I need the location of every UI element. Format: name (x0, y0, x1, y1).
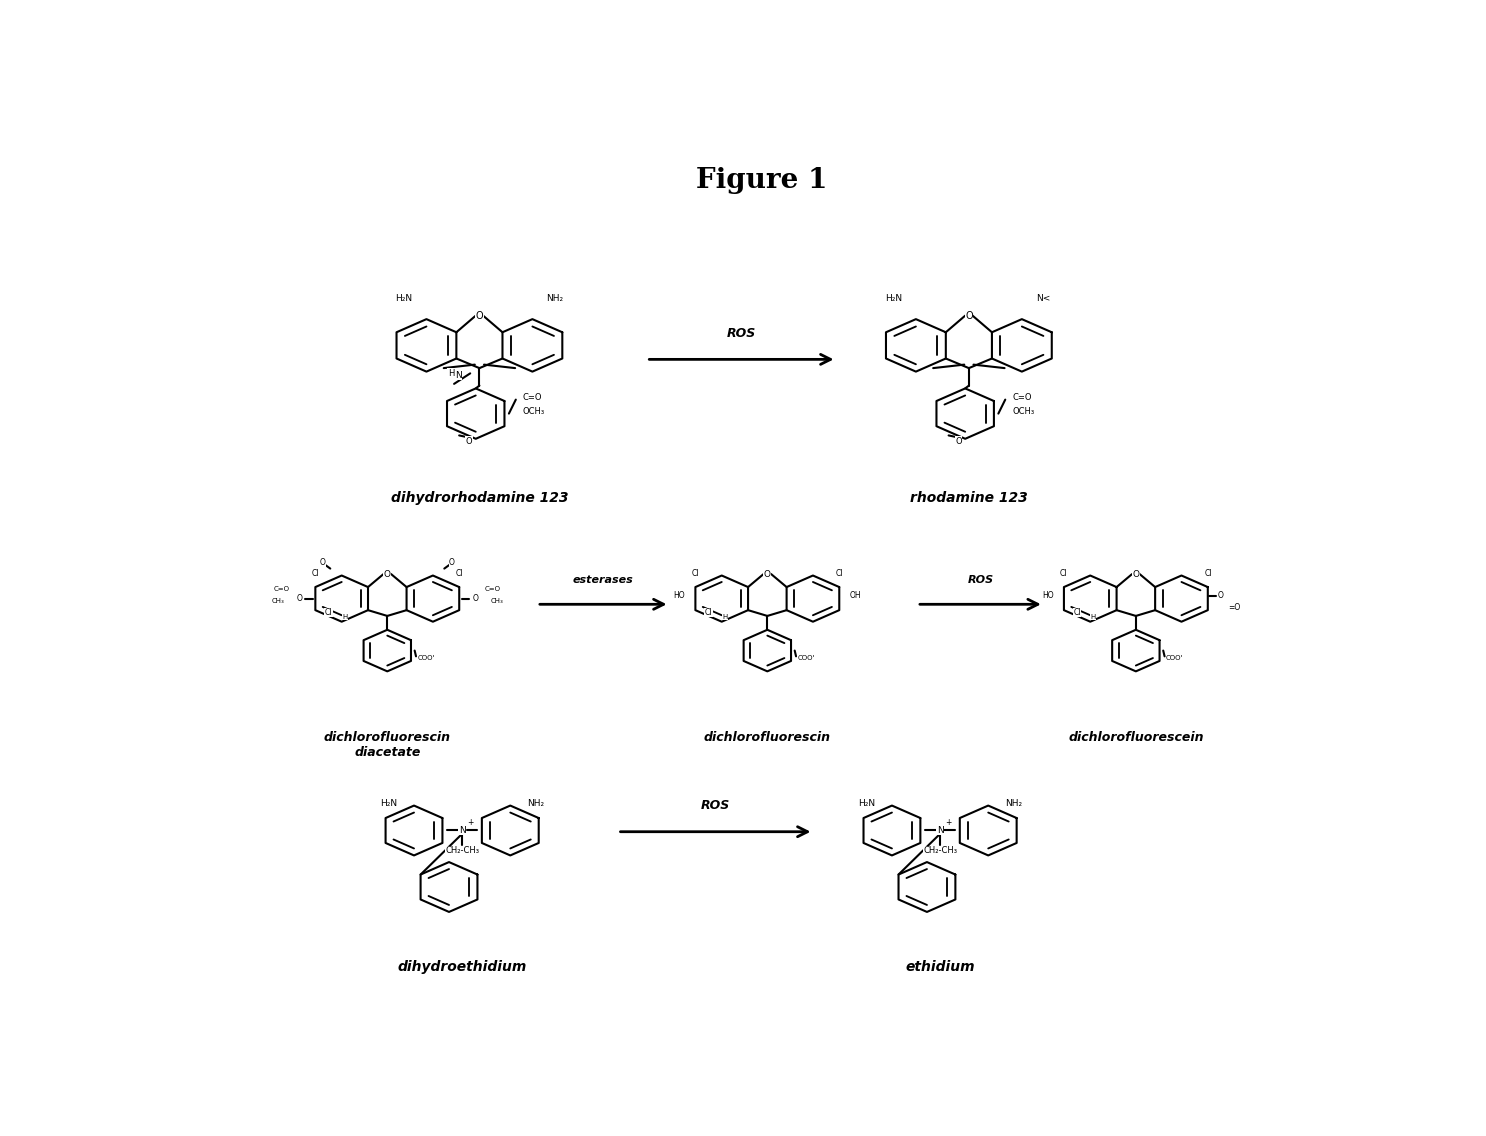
Text: CH₃: CH₃ (490, 599, 504, 604)
Text: dichlorofluorescin: dichlorofluorescin (704, 732, 831, 744)
Text: O: O (319, 558, 325, 567)
Text: Cl: Cl (835, 569, 843, 578)
Text: OH: OH (850, 591, 860, 600)
Text: H: H (722, 615, 728, 620)
Text: +: + (945, 818, 951, 827)
Text: ethidium: ethidium (905, 960, 975, 975)
Text: H₂N: H₂N (380, 799, 398, 808)
Text: H₂N: H₂N (859, 799, 875, 808)
Text: ROS: ROS (701, 800, 730, 812)
Text: HO: HO (673, 591, 685, 600)
Text: Figure 1: Figure 1 (695, 167, 828, 194)
Text: CH₂-CH₃: CH₂-CH₃ (446, 846, 478, 855)
Text: O: O (296, 594, 302, 603)
Text: COO': COO' (418, 654, 435, 661)
Text: Cl: Cl (312, 569, 319, 578)
Text: dihydrorhodamine 123: dihydrorhodamine 123 (391, 491, 568, 504)
Text: H: H (342, 615, 348, 620)
Text: C=O: C=O (273, 585, 290, 592)
Text: O: O (473, 594, 478, 603)
Text: H₂N: H₂N (395, 294, 413, 303)
Text: dihydroethidium: dihydroethidium (397, 960, 528, 975)
Text: Cl: Cl (324, 608, 333, 617)
Text: O: O (955, 437, 961, 445)
Text: dichlorofluorescein: dichlorofluorescein (1068, 732, 1204, 744)
Text: H₂N: H₂N (886, 294, 902, 303)
Text: Cl: Cl (456, 569, 464, 578)
Text: dichlorofluorescin
diacetate: dichlorofluorescin diacetate (324, 732, 450, 759)
Text: CH₂-CH₃: CH₂-CH₃ (923, 846, 957, 855)
Text: Cl: Cl (1204, 569, 1211, 578)
Text: O: O (465, 437, 473, 445)
Text: O: O (1132, 569, 1140, 578)
Text: Cl: Cl (1073, 608, 1080, 617)
Text: O: O (449, 558, 455, 567)
Text: Cl: Cl (1060, 569, 1067, 578)
Text: OCH₃: OCH₃ (523, 408, 545, 417)
Text: N<: N< (1036, 294, 1051, 303)
Text: O: O (383, 569, 391, 578)
Text: N: N (936, 826, 944, 835)
Text: ROS: ROS (727, 327, 756, 340)
Text: N: N (455, 370, 462, 379)
Text: rhodamine 123: rhodamine 123 (909, 491, 1028, 504)
Text: esterases: esterases (572, 575, 633, 585)
Text: OCH₃: OCH₃ (1012, 408, 1034, 417)
Text: +: + (468, 818, 474, 827)
Text: CH₃: CH₃ (270, 599, 284, 604)
Text: C=O: C=O (1012, 393, 1031, 402)
Text: H: H (1091, 615, 1097, 620)
Text: C=O: C=O (484, 585, 501, 592)
Text: NH₂: NH₂ (526, 799, 544, 808)
Text: O: O (476, 310, 483, 320)
Text: NH₂: NH₂ (1005, 799, 1022, 808)
Text: HO: HO (1042, 591, 1054, 600)
Text: COO': COO' (798, 654, 814, 661)
Text: O: O (1219, 591, 1224, 600)
Text: Cl: Cl (691, 569, 698, 578)
Text: C=O: C=O (523, 393, 542, 402)
Text: COO': COO' (1167, 654, 1183, 661)
Text: H: H (447, 369, 455, 378)
Text: ROS: ROS (967, 575, 994, 585)
Text: Cl: Cl (704, 608, 712, 617)
Text: O: O (764, 569, 771, 578)
Text: N: N (459, 826, 465, 835)
Text: O: O (964, 310, 973, 320)
Text: NH₂: NH₂ (547, 294, 563, 303)
Text: =O: =O (1229, 603, 1241, 612)
